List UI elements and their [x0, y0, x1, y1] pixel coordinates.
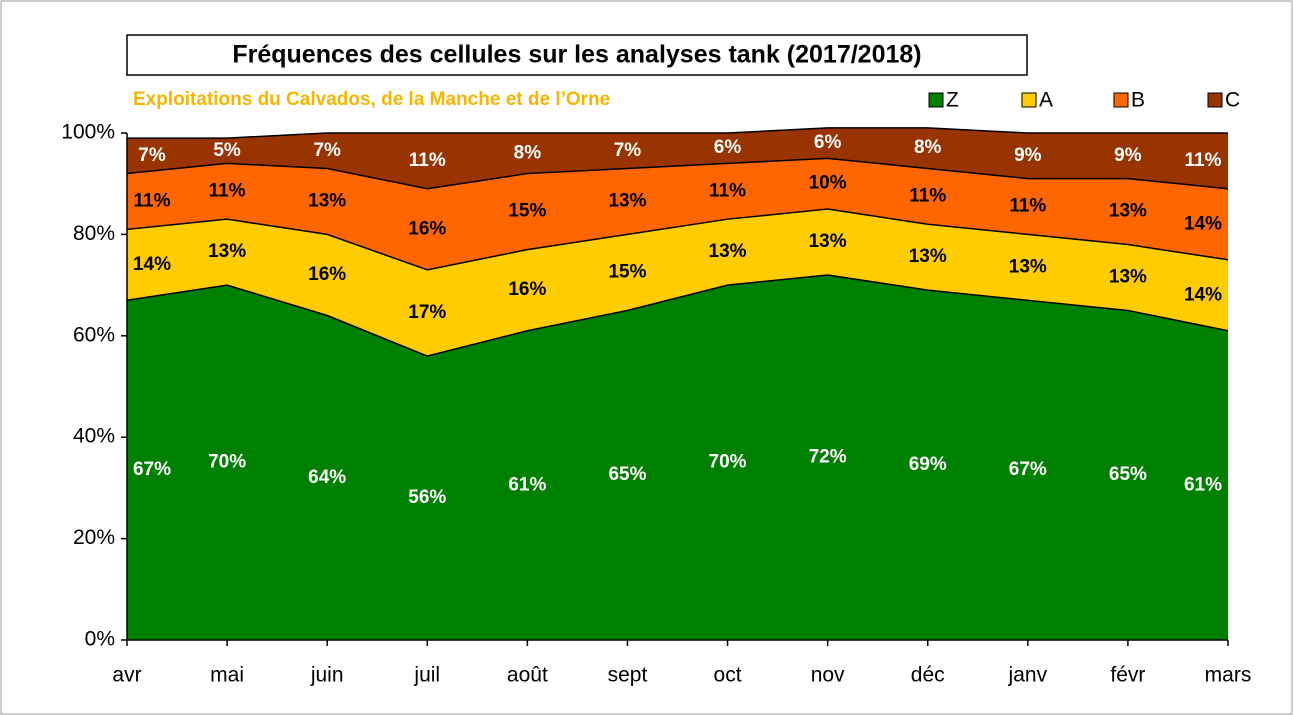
x-tick-label: nov: [811, 664, 845, 687]
y-tick-label: 100%: [61, 121, 115, 144]
data-label: 11%: [1185, 150, 1222, 171]
data-label: 56%: [408, 487, 446, 508]
data-label: 11%: [134, 190, 171, 211]
legend-swatch: [928, 92, 944, 108]
area-boundary: [126, 274, 1229, 357]
y-tick-label: 0%: [85, 628, 115, 651]
legend-swatch: [1113, 92, 1129, 108]
x-tick-label: oct: [714, 664, 742, 687]
data-label: 16%: [308, 264, 346, 285]
legend-label: B: [1131, 89, 1145, 112]
y-tick-label: 80%: [73, 222, 115, 245]
data-label: 69%: [909, 454, 947, 475]
data-label: 9%: [1014, 145, 1042, 166]
data-label: 6%: [814, 132, 842, 153]
data-label: 70%: [709, 452, 747, 473]
x-tick-label: juin: [310, 664, 344, 687]
data-label: 15%: [508, 201, 546, 222]
area-boundary: [126, 157, 1229, 190]
chart-title: Fréquences des cellules sur les analyses…: [232, 41, 921, 69]
x-tick-label: janv: [1008, 664, 1048, 687]
x-tick-label: sept: [608, 664, 648, 687]
x-tick-label: juil: [413, 664, 440, 687]
area-boundary: [126, 208, 1229, 271]
data-label: 70%: [208, 452, 246, 473]
data-label: 10%: [809, 173, 847, 194]
legend-label: A: [1039, 89, 1053, 112]
data-label: 7%: [614, 140, 642, 161]
data-label: 61%: [1184, 474, 1222, 495]
data-label: 11%: [209, 180, 246, 201]
data-label: 13%: [1109, 201, 1147, 222]
data-label: 6%: [714, 137, 742, 158]
data-label: 8%: [514, 142, 542, 163]
data-label: 14%: [133, 254, 171, 275]
data-label: 67%: [1009, 459, 1047, 480]
area: [127, 274, 1228, 640]
area-boundary: [127, 127, 1228, 139]
y-tick-label: 60%: [73, 323, 115, 346]
y-tick-label: 20%: [73, 526, 115, 549]
data-label: 13%: [809, 231, 847, 252]
data-label: 13%: [1009, 256, 1047, 277]
data-label: 13%: [909, 246, 947, 267]
data-label: 65%: [1109, 464, 1147, 485]
data-label: 16%: [508, 279, 546, 300]
data-label: 13%: [1109, 267, 1147, 288]
x-tick-label: avr: [112, 664, 141, 687]
data-label: 13%: [208, 241, 246, 262]
data-label: 9%: [1114, 145, 1142, 166]
x-tick-label: août: [507, 664, 548, 687]
data-label: 11%: [909, 185, 946, 206]
data-label: 16%: [408, 218, 446, 239]
data-label: 7%: [138, 145, 166, 166]
y-tick-label: 40%: [73, 425, 115, 448]
legend-swatch: [1207, 92, 1223, 108]
area: [127, 158, 1228, 270]
x-tick-label: déc: [911, 664, 945, 687]
data-label: 13%: [709, 241, 747, 262]
title-box: [126, 34, 1028, 76]
area: [127, 209, 1228, 357]
data-label: 14%: [1184, 284, 1222, 305]
legend-label: Z: [946, 89, 959, 112]
data-label: 11%: [409, 150, 446, 171]
data-label: 13%: [308, 190, 346, 211]
legend-swatch: [1021, 92, 1037, 108]
data-label: 8%: [914, 137, 942, 158]
data-label: 67%: [133, 459, 171, 480]
data-label: 7%: [313, 140, 341, 161]
data-label: 13%: [608, 190, 646, 211]
x-tick-label: févr: [1110, 664, 1145, 687]
data-label: 65%: [608, 464, 646, 485]
data-label: 61%: [508, 474, 546, 495]
data-label: 72%: [809, 446, 847, 467]
area: [127, 127, 1228, 189]
chart-subtitle: Exploitations du Calvados, de la Manche …: [133, 89, 610, 110]
legend-label: C: [1225, 89, 1240, 112]
data-label: 17%: [408, 302, 446, 323]
data-label: 11%: [1009, 196, 1046, 217]
data-label: 11%: [709, 180, 746, 201]
data-label: 14%: [1184, 213, 1222, 234]
data-label: 5%: [213, 140, 241, 161]
data-label: 15%: [608, 261, 646, 282]
data-label: 64%: [308, 467, 346, 488]
x-tick-label: mars: [1205, 664, 1252, 687]
x-tick-label: mai: [210, 664, 244, 687]
